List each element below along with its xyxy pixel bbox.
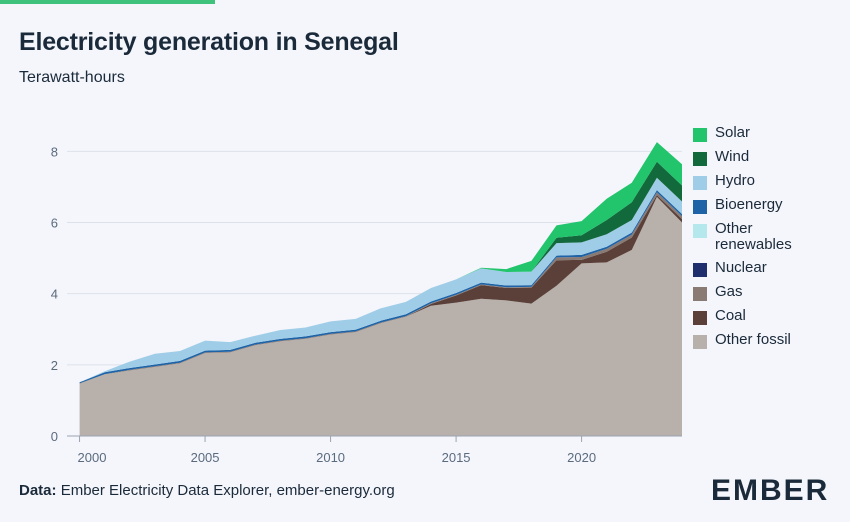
area-other-fossil [79,196,683,436]
x-tick-label: 2015 [442,450,471,465]
legend-swatch [693,311,707,325]
legend-swatch [693,152,707,166]
legend-item: Hydro [693,173,843,190]
ember-logo: EMBER [711,474,830,507]
y-tick-label: 2 [51,358,58,373]
legend-label: Other fossil [715,331,791,348]
legend-swatch [693,335,707,349]
data-source: Data: Ember Electricity Data Explorer, e… [19,482,395,499]
area-hydro [79,177,683,383]
legend-item: Wind [693,149,843,166]
legend-item: Bioenergy [693,197,843,214]
legend-item: Other renewables [693,221,843,253]
x-tick-label: 2020 [567,450,596,465]
legend-item: Other fossil [693,332,843,349]
legend-swatch [693,287,707,301]
legend-item: Nuclear [693,260,843,277]
legend-label: Wind [715,148,750,165]
x-tick-label: 2010 [316,450,345,465]
data-source-text: Ember Electricity Data Explorer, ember-e… [60,482,395,499]
legend-swatch [693,224,707,238]
legend-swatch [693,128,707,142]
legend-swatch [693,263,707,277]
x-tick-label: 2000 [78,450,107,465]
legend-label: Other renewables [715,220,792,253]
y-tick-label: 0 [51,429,58,444]
data-source-prefix: Data: [19,482,57,499]
legend-label: Hydro [715,172,756,189]
legend-item: Coal [693,308,843,325]
legend-label: Solar [715,124,751,141]
y-tick-label: 8 [51,144,58,159]
chart-subtitle: Terawatt-hours [19,69,125,86]
legend-label: Gas [715,283,743,300]
legend-item: Solar [693,125,843,142]
y-tick-label: 4 [51,287,58,302]
chart-title: Electricity generation in Senegal [19,28,399,56]
x-tick-label: 2005 [191,450,220,465]
legend-label: Coal [715,307,746,324]
legend-item: Gas [693,284,843,301]
legend-label: Bioenergy [715,196,783,213]
chart-legend: Solar Wind Hydro Bioenergy Other renewables N… [693,125,843,356]
accent-bar [0,0,215,4]
legend-label: Nuclear [715,259,767,276]
y-tick-label: 6 [51,216,58,231]
legend-swatch [693,200,707,214]
legend-swatch [693,176,707,190]
